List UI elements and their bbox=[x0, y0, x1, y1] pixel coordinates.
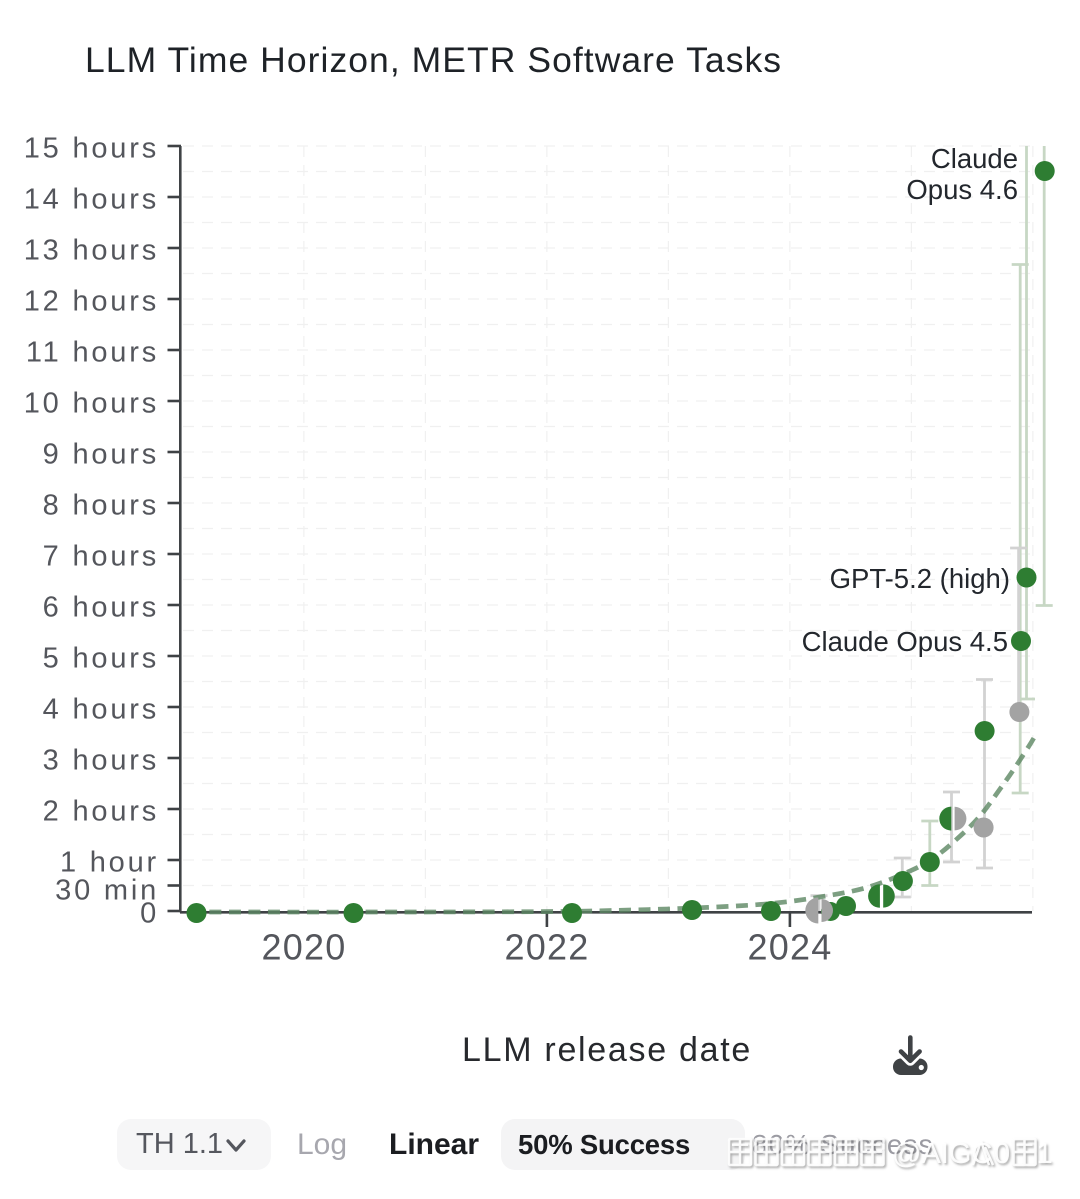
svg-text:LLM release date: LLM release date bbox=[462, 1031, 752, 1069]
svg-text:14 hours: 14 hours bbox=[24, 184, 159, 216]
svg-text:5 hours: 5 hours bbox=[43, 643, 159, 675]
svg-text:10 hours: 10 hours bbox=[24, 388, 159, 420]
svg-text:Claude: Claude bbox=[931, 143, 1018, 174]
svg-text:0: 0 bbox=[994, 1138, 1010, 1170]
svg-text:2020: 2020 bbox=[262, 927, 347, 968]
svg-text:Claude Opus 4.5: Claude Opus 4.5 bbox=[802, 626, 1008, 657]
svg-text:GPT-5.2 (high): GPT-5.2 (high) bbox=[830, 563, 1010, 594]
svg-text:11 hours: 11 hours bbox=[26, 337, 159, 369]
svg-text:9 hours: 9 hours bbox=[43, 439, 159, 471]
svg-text:30 min: 30 min bbox=[55, 875, 159, 907]
svg-text:13 hours: 13 hours bbox=[24, 235, 159, 267]
svg-text:3 hours: 3 hours bbox=[43, 745, 159, 777]
svg-text:2022: 2022 bbox=[505, 927, 590, 968]
svg-text:4 hours: 4 hours bbox=[43, 694, 159, 726]
svg-text:@AIGC: @AIGC bbox=[892, 1138, 992, 1170]
svg-text:2 hours: 2 hours bbox=[43, 796, 159, 828]
svg-text:8 hours: 8 hours bbox=[43, 490, 159, 522]
svg-text:15 hours: 15 hours bbox=[24, 133, 159, 165]
svg-text:Opus 4.6: Opus 4.6 bbox=[906, 174, 1018, 205]
svg-text:0: 0 bbox=[140, 898, 159, 930]
svg-text:1: 1 bbox=[1037, 1138, 1053, 1170]
svg-text:6 hours: 6 hours bbox=[43, 592, 159, 624]
svg-text:2024: 2024 bbox=[748, 927, 833, 968]
svg-text:12 hours: 12 hours bbox=[24, 286, 159, 318]
svg-text:7 hours: 7 hours bbox=[43, 541, 159, 573]
svg-text:1 hour: 1 hour bbox=[60, 847, 159, 879]
